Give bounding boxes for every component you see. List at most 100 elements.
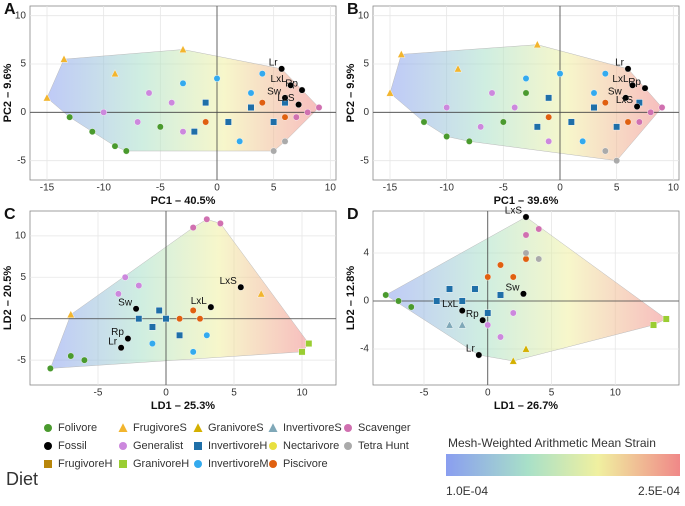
square-marker xyxy=(533,123,541,131)
triangle-marker xyxy=(268,423,278,432)
circle-marker xyxy=(179,128,187,136)
circle-marker xyxy=(484,273,492,281)
y-tick-label: 5 xyxy=(20,272,26,283)
circle-marker xyxy=(117,344,125,352)
point-label: Lr xyxy=(269,57,279,68)
square-marker xyxy=(119,460,127,468)
square-marker xyxy=(44,460,52,468)
circle-marker xyxy=(522,89,530,97)
circle-marker xyxy=(315,104,323,111)
triangle-marker xyxy=(66,310,75,318)
y-axis-label: PC2 – 9.6% xyxy=(2,63,14,122)
circle-marker xyxy=(203,331,211,339)
circle-marker xyxy=(629,81,636,89)
point-label: LxS xyxy=(277,93,295,104)
circle-marker xyxy=(522,231,530,239)
x-tick-label: 5 xyxy=(614,183,620,194)
y-tick-label: -5 xyxy=(17,155,26,166)
x-tick-label: 10 xyxy=(325,183,337,194)
circle-marker xyxy=(258,70,266,78)
circle-marker xyxy=(579,137,587,145)
circle-marker xyxy=(622,94,630,102)
circle-marker xyxy=(465,137,473,145)
legend-label: Nectarivore xyxy=(283,440,339,452)
circle-marker xyxy=(189,307,197,314)
square-marker xyxy=(650,321,657,329)
circle-marker xyxy=(511,104,519,111)
panel-label: B xyxy=(347,1,359,18)
circle-marker xyxy=(601,99,609,107)
x-tick-label: -5 xyxy=(420,388,429,399)
x-tick-label: -5 xyxy=(94,388,103,399)
circle-marker xyxy=(203,215,211,223)
square-marker xyxy=(202,99,210,107)
legend-label: InvertivoreM xyxy=(208,458,269,470)
circle-marker xyxy=(520,290,527,298)
y-tick-label: 0 xyxy=(363,296,369,307)
square-marker xyxy=(497,291,504,299)
circle-marker xyxy=(624,65,632,73)
circle-marker xyxy=(278,65,285,73)
y-tick-label: -5 xyxy=(17,355,26,366)
circle-marker xyxy=(189,348,197,356)
circle-marker xyxy=(522,255,530,263)
circle-marker xyxy=(477,123,485,131)
circle-marker xyxy=(556,70,564,78)
triangle-marker xyxy=(509,356,518,365)
circle-marker xyxy=(135,282,143,289)
point-label: Sw xyxy=(506,282,521,293)
square-marker xyxy=(155,307,163,314)
circle-marker xyxy=(635,118,643,126)
colorbar-title: Mesh-Weighted Arithmetic Mean Strain xyxy=(448,436,656,450)
y-tick-label: 10 xyxy=(15,10,27,21)
circle-marker xyxy=(44,424,52,432)
legend-label: Generalist xyxy=(133,440,183,452)
square-marker xyxy=(270,118,278,126)
x-tick-label: 0 xyxy=(163,388,169,399)
circle-marker xyxy=(535,255,543,263)
circle-marker xyxy=(488,89,496,97)
circle-marker xyxy=(115,290,122,298)
legend-title: Diet xyxy=(6,469,38,489)
x-tick-label: -15 xyxy=(40,183,55,194)
x-tick-label: 5 xyxy=(271,183,277,194)
circle-marker xyxy=(202,118,210,126)
circle-marker xyxy=(124,335,132,342)
square-marker xyxy=(298,348,306,356)
circle-marker xyxy=(281,137,289,145)
circle-marker xyxy=(270,147,278,155)
x-axis-label: PC1 – 40.5% xyxy=(151,195,216,207)
circle-marker xyxy=(189,224,197,231)
colorbar xyxy=(446,454,680,476)
point-label: Sw xyxy=(608,86,623,97)
triangle-marker xyxy=(257,289,266,298)
circle-marker xyxy=(269,460,277,468)
circle-marker xyxy=(304,108,312,116)
circle-marker xyxy=(545,137,553,145)
circle-marker xyxy=(522,75,530,82)
legend-label: GranivoreS xyxy=(208,422,264,434)
point-label: Sw xyxy=(267,86,282,97)
circle-marker xyxy=(497,333,504,341)
square-marker xyxy=(567,118,575,126)
x-tick-label: 10 xyxy=(668,183,680,194)
circle-marker xyxy=(281,94,289,102)
square-marker xyxy=(135,315,143,323)
triangle-marker xyxy=(178,45,188,53)
circle-marker xyxy=(145,89,153,97)
triangle-marker xyxy=(59,54,69,63)
circle-marker xyxy=(281,113,289,121)
legend-label: FrugivoreH xyxy=(58,458,112,470)
circle-marker xyxy=(269,442,277,450)
y-tick-label: 0 xyxy=(363,107,369,118)
square-marker xyxy=(458,297,466,305)
triangle-marker xyxy=(445,320,454,329)
circle-marker xyxy=(590,89,598,97)
circle-marker xyxy=(132,305,140,313)
x-tick-label: -15 xyxy=(383,183,398,194)
panel-label: C xyxy=(4,206,16,223)
panel-label: A xyxy=(4,1,16,18)
legend-label: InvertivoreH xyxy=(208,440,267,452)
circle-marker xyxy=(148,340,156,347)
legend-label: FrugivoreS xyxy=(133,422,187,434)
